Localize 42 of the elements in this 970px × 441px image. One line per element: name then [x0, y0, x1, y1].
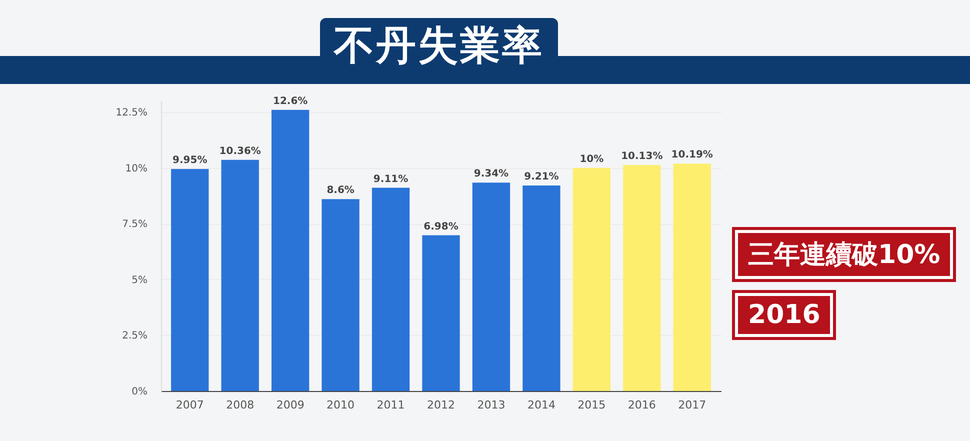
bar	[623, 165, 661, 391]
chart-title: 不丹失業率	[320, 18, 558, 74]
data-label: 9.21%	[524, 172, 559, 183]
bar	[171, 169, 209, 391]
text: 三年連續破10%	[735, 230, 954, 279]
bar	[221, 160, 259, 391]
bar	[271, 110, 310, 391]
bar	[422, 235, 460, 391]
text: 2016	[735, 293, 834, 337]
x-tick-label: 2008	[226, 398, 254, 412]
y-tick-label: 12.5%	[116, 108, 148, 119]
bar	[572, 168, 611, 391]
y-tick-label: 10%	[125, 163, 148, 174]
x-tick-label: 2016	[628, 398, 656, 412]
x-tick-label: 2013	[477, 398, 506, 412]
data-label: 9.95%	[172, 155, 208, 166]
bar	[522, 186, 560, 391]
data-label: 8.6%	[326, 185, 354, 196]
y-tick-label: 2.5%	[122, 330, 148, 342]
bar	[472, 182, 510, 391]
data-label: 9.34%	[474, 168, 509, 180]
x-tick-label: 2007	[176, 398, 204, 412]
data-label: 6.98%	[424, 221, 458, 232]
data-label: 12.6%	[272, 96, 308, 107]
data-label: 9.11%	[373, 174, 408, 185]
data-label: 10.19%	[671, 150, 713, 161]
y-tick-label: 5%	[132, 274, 148, 286]
data-label: 10.13%	[621, 151, 663, 162]
y-tick-label: 7.5%	[122, 219, 148, 230]
bar	[673, 164, 711, 391]
bar	[322, 199, 360, 391]
x-tick-label: 2017	[678, 398, 706, 412]
x-tick-label: 2010	[326, 398, 355, 412]
x-tick-label: 2015	[578, 398, 606, 412]
x-tick-label: 2012	[427, 398, 455, 412]
y-tick-label: 0%	[132, 386, 148, 398]
x-tick-label: 2009	[276, 398, 304, 412]
data-label: 10%	[580, 154, 604, 165]
x-tick-label: 2011	[376, 398, 405, 412]
data-label: 10.36%	[219, 146, 261, 157]
x-tick-label: 2014	[527, 398, 556, 412]
bar	[372, 188, 410, 391]
